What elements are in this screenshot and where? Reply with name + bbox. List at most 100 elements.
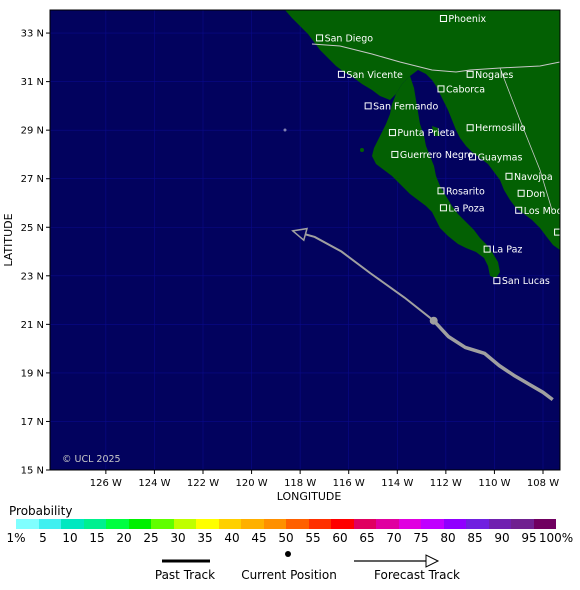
probability-title: Probability — [9, 504, 73, 518]
colorbar-swatch — [421, 519, 444, 529]
city-square-icon — [466, 70, 474, 78]
probability-tick-label: 80 — [440, 531, 456, 545]
city-marker: Guaymas — [469, 152, 523, 163]
colorbar-swatch — [511, 519, 534, 529]
probability-tick-label: 90 — [494, 531, 510, 545]
city-label: Los Mochis — [524, 206, 576, 217]
colorbar-swatch — [241, 519, 264, 529]
probability-legend: Probability 1% 5 10 15 20 25 30 35 40 45 50 55 60 65 7… — [0, 500, 580, 590]
probability-tick-label: 55 — [305, 531, 321, 545]
city-marker: Rosarito — [437, 186, 485, 197]
tiburon-island — [432, 126, 440, 136]
city-label: San Lucas — [502, 276, 550, 287]
city-square-icon — [505, 172, 513, 180]
city-marker: San Diego — [316, 33, 373, 44]
island-guadalupe — [283, 128, 287, 132]
probability-tick-label: 25 — [143, 531, 159, 545]
city-square-icon — [337, 70, 345, 78]
probability-tick-label: 1% — [6, 531, 26, 545]
probability-tick-label: 50 — [278, 531, 294, 545]
probability-tick-label: 40 — [224, 531, 240, 545]
lat-tick-label: 25 N — [21, 223, 44, 234]
city-square-icon — [517, 189, 525, 197]
probability-tick-label: 45 — [251, 531, 267, 545]
city-square-icon — [554, 228, 560, 236]
lat-tick-label: 29 N — [21, 126, 44, 137]
city-square-icon — [316, 34, 324, 42]
longitude-axis-title: LONGITUDE — [277, 490, 342, 500]
city-label: Punta Prieta — [397, 128, 455, 139]
probability-tick-label: 65 — [359, 531, 375, 545]
city-marker: San Fernando — [364, 101, 438, 112]
mainland-landmass — [285, 10, 560, 250]
colorbar-swatch — [173, 519, 196, 529]
past-track-label: Past Track — [154, 568, 216, 582]
city-label: Phoenix — [448, 14, 486, 25]
lat-tick-label: 33 N — [21, 29, 44, 40]
probability-colorbar — [16, 519, 556, 529]
colorbar-swatch — [128, 519, 151, 529]
lat-tick-label: 19 N — [21, 368, 44, 379]
lon-tick-label: 110 W — [478, 478, 510, 489]
current-position-marker — [429, 316, 438, 325]
city-label: San Fernando — [373, 101, 438, 112]
probability-tick-label: 70 — [386, 531, 402, 545]
city-marker: Navojoa — [505, 172, 553, 183]
city-square-icon — [437, 187, 445, 195]
colorbar-swatch — [398, 519, 421, 529]
colorbar-swatch — [61, 519, 84, 529]
colorbar-swatch — [196, 519, 219, 529]
lon-tick-label: 118 W — [284, 478, 316, 489]
colorbar-swatch — [106, 519, 129, 529]
colorbar-swatch — [533, 519, 556, 529]
credit-text: © UCL 2025 — [62, 454, 121, 465]
city-marker: Caborca — [437, 84, 485, 95]
forecast-arrowhead-symbol — [425, 554, 440, 568]
city-marker: La Paz — [483, 245, 522, 256]
probability-tick-label: 100% — [538, 531, 574, 545]
probability-tick-label: 15 — [89, 531, 105, 545]
plot-frame — [49, 9, 561, 471]
probability-tick-label: 20 — [116, 531, 132, 545]
city-label: Hermosillo — [475, 123, 526, 134]
city-marker: San Vicente — [337, 70, 403, 81]
city-square-icon — [388, 129, 396, 137]
baja-peninsula — [372, 76, 500, 278]
city-label: Caborca — [446, 84, 485, 95]
colorbar-swatch — [443, 519, 466, 529]
colorbar-swatch — [488, 519, 511, 529]
city-marker: Culiacan — [554, 228, 560, 236]
lon-tick-label: 112 W — [430, 478, 462, 489]
forecast-track-label: Forecast Track — [374, 568, 460, 582]
forecast-track-line — [292, 229, 435, 322]
lat-tick-label: 23 N — [21, 271, 44, 282]
lon-tick-label: 126 W — [90, 478, 122, 489]
city-marker: Hermosillo — [466, 123, 526, 134]
island-cedros — [360, 148, 364, 152]
city-marker: Nogales — [466, 70, 513, 81]
lon-tick-label: 116 W — [333, 478, 365, 489]
colorbar-swatch — [376, 519, 399, 529]
city-square-icon — [469, 153, 477, 161]
probability-tick-label: 10 — [62, 531, 78, 545]
city-label: La Poza — [448, 203, 484, 214]
city-square-icon — [437, 85, 445, 93]
colorbar-swatch — [331, 519, 354, 529]
city-square-icon — [364, 102, 372, 110]
city-label: Navojoa — [514, 172, 553, 183]
city-square-icon — [439, 14, 447, 22]
city-square-icon — [466, 124, 474, 132]
city-label: Guaymas — [478, 152, 523, 163]
colorbar-swatch — [466, 519, 489, 529]
probability-tick-label: 75 — [413, 531, 429, 545]
probability-tick-label: 95 — [521, 531, 537, 545]
storm-track-map: Phoenix San Diego San Vicente Nogales Caborc… — [2, 9, 576, 500]
colorbar-swatch — [38, 519, 61, 529]
city-label: Nogales — [475, 70, 513, 81]
city-label: La Paz — [492, 245, 522, 256]
us-mexico-border — [311, 43, 560, 73]
probability-tick-label: 85 — [467, 531, 483, 545]
city-square-icon — [515, 206, 523, 214]
city-square-icon — [483, 245, 491, 253]
city-marker: Don — [517, 189, 545, 200]
